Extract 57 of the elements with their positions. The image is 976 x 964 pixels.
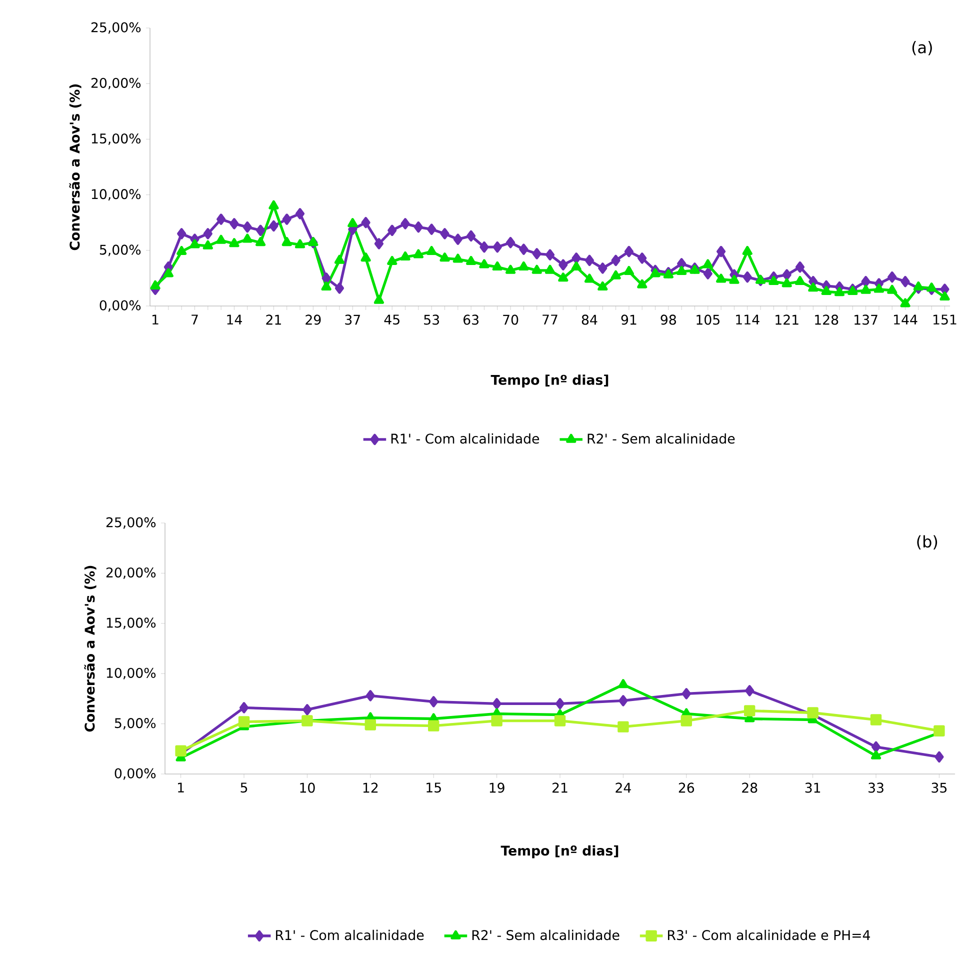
y-tick-label: 15,00%: [106, 618, 156, 630]
x-tick-label: 14: [227, 314, 242, 324]
x-tick-label: 15: [426, 782, 441, 793]
x-tick-label: 77: [542, 314, 558, 324]
x-tick-label: 121: [776, 314, 798, 325]
x-tick-label: 28: [742, 782, 758, 793]
x-tick-label: 12: [363, 782, 378, 793]
x-tick-label: 35: [932, 782, 947, 793]
x-tick-label: 144: [894, 314, 918, 324]
x-tick-label: 31: [805, 782, 820, 793]
x-tick-label: 84: [582, 314, 598, 325]
x-tick-label: 91: [621, 314, 636, 325]
y-tick-label: 0,00%: [100, 300, 141, 312]
x-tick-label: 26: [678, 782, 694, 793]
x-tick-label: 5: [240, 782, 248, 793]
x-tick-label: 128: [815, 314, 838, 325]
y-tick-label: 0,00%: [114, 768, 156, 780]
x-tick-label: 1: [178, 782, 184, 792]
x-tick-label: 21: [266, 314, 281, 325]
legend-label: R2' - Sem alcalinidade: [472, 930, 620, 940]
x-tick-label: 105: [696, 314, 720, 325]
x-tick-label: 151: [933, 314, 956, 325]
y-tick-label: 25,00%: [106, 517, 156, 529]
x-tick-label: 19: [490, 782, 504, 793]
y-tick-label: 10,00%: [92, 189, 141, 201]
x-tick-label: 53: [424, 314, 439, 325]
legend-label: R3' - Com alcalinidade e PH=4: [668, 930, 870, 940]
x-tick-label: 63: [464, 314, 478, 325]
x-tick-label: 7: [192, 314, 198, 324]
x-axis-title: Tempo [nº dias]: [500, 845, 618, 858]
x-tick-label: 98: [660, 314, 676, 325]
y-tick-label: 20,00%: [91, 78, 141, 90]
y-axis-title: Conversão a Aov's (%): [84, 566, 96, 732]
x-axis-title: Tempo [nº dias]: [490, 374, 608, 388]
x-tick-label: 45: [384, 314, 400, 325]
y-tick-label: 15,00%: [92, 133, 141, 145]
legend-label: R2' - Sem alcalinidade: [588, 433, 735, 444]
y-tick-label: 25,00%: [91, 22, 141, 34]
annotation: (b): [917, 535, 938, 550]
x-tick-label: 37: [345, 314, 360, 325]
y-tick-label: 20,00%: [106, 567, 156, 579]
x-tick-label: 114: [736, 314, 760, 324]
x-tick-label: 33: [868, 782, 884, 793]
x-tick-label: 21: [552, 782, 568, 793]
annotation: (a): [912, 41, 932, 56]
x-tick-label: 24: [616, 782, 631, 793]
y-tick-label: 10,00%: [106, 668, 156, 680]
x-tick-label: 29: [306, 314, 321, 325]
x-tick-label: 10: [300, 782, 315, 793]
legend-label: R1' - Com alcalinidade: [391, 433, 540, 444]
x-tick-label: 1: [152, 314, 158, 324]
y-axis-title: Conversão a Aov's (%): [69, 84, 82, 250]
y-tick-label: 5,00%: [100, 244, 141, 256]
legend-label: R1' - Com alcalinidade: [276, 930, 424, 940]
x-tick-label: 70: [503, 314, 518, 325]
x-tick-label: 137: [854, 314, 878, 325]
y-tick-label: 5,00%: [114, 718, 156, 730]
